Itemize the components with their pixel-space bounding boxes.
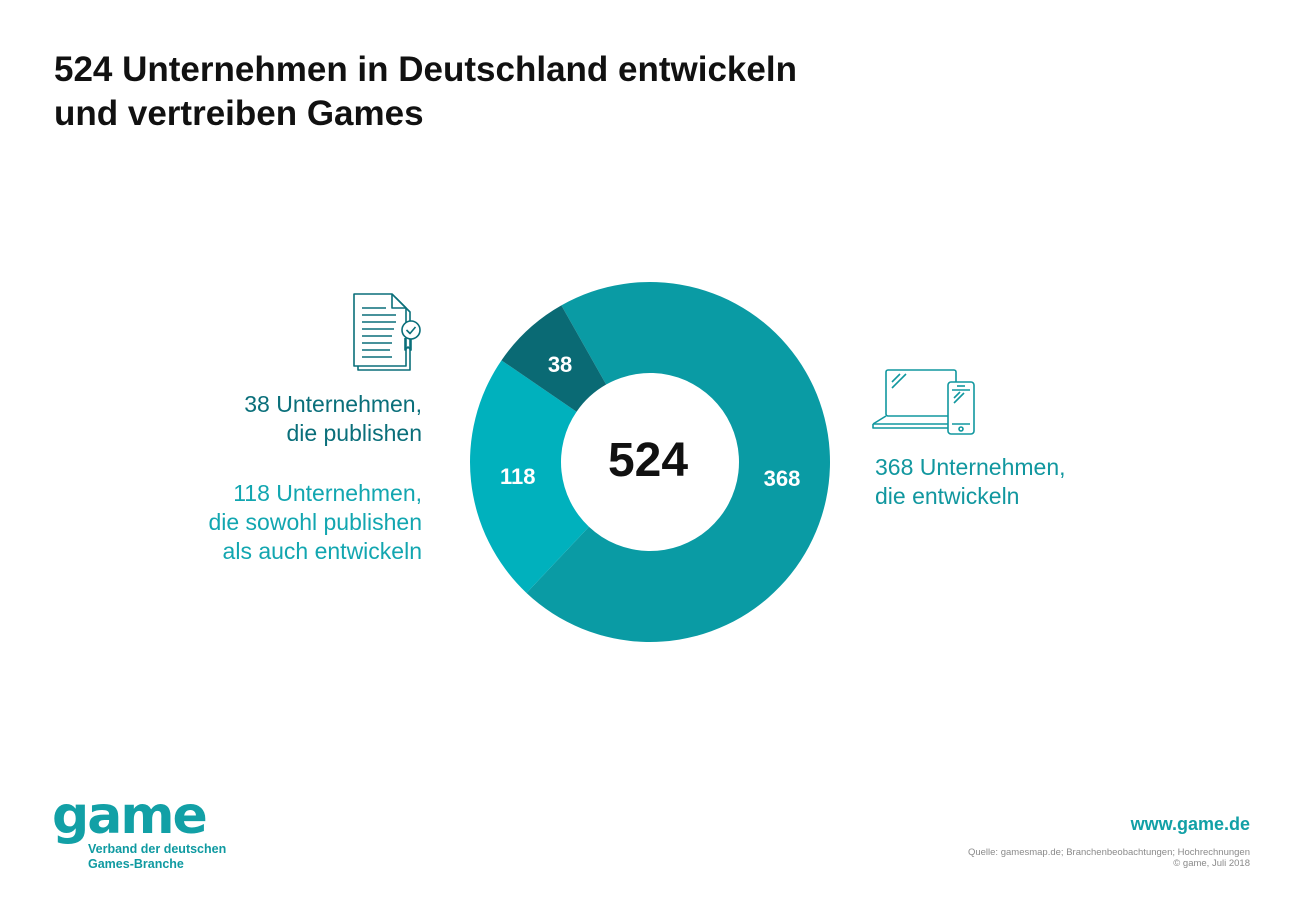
label-both-line-3: als auch entwickeln <box>222 538 422 564</box>
slice-develop-value-label: 368 <box>764 466 801 491</box>
slice-develop <box>526 282 830 642</box>
logo-subtitle-line-2: Games-Branche <box>88 857 184 871</box>
logo-subtitle-line-1: Verband der deutschen <box>88 842 227 856</box>
slice-both <box>470 360 589 593</box>
source-line-1: Quelle: gamesmap.de; Branchenbeobachtung… <box>967 847 1250 858</box>
label-publish-line-1: 38 Unternehmen, <box>244 391 422 417</box>
slice-publish <box>501 305 607 412</box>
label-both-line-1: 118 Unternehmen, <box>233 480 422 506</box>
logo-subtitle: Verband der deutschen Games-Branche <box>88 842 226 872</box>
label-publish: 38 Unternehmen, die publishen <box>244 390 422 448</box>
slice-publish-value-label: 38 <box>548 352 572 377</box>
slice-both-value-label: 118 <box>500 464 536 489</box>
label-publish-line-2: die publishen <box>286 420 422 446</box>
source-line-2: © game, Juli 2018 <box>1173 858 1250 869</box>
title-line-2: und vertreiben Games <box>54 94 424 133</box>
website-link[interactable]: www.game.de <box>1130 814 1250 834</box>
game-logo[interactable]: game Verband der deutschen Games-Branche <box>52 790 226 872</box>
certificate-document-icon <box>352 292 426 377</box>
title-line-1: 524 Unternehmen in Deutschland entwickel… <box>54 50 797 89</box>
page-title: 524 Unternehmen in Deutschland entwickel… <box>54 48 954 136</box>
source-note: Quelle: gamesmap.de; Branchenbeobachtung… <box>968 847 1250 869</box>
laptop-smartphone-icon <box>870 368 980 445</box>
logo-wordmark: game <box>52 786 208 846</box>
label-develop-line-2: die entwickeln <box>875 483 1020 509</box>
center-total-label: 524 <box>608 434 688 487</box>
label-develop-line-1: 368 Unternehmen, <box>875 454 1066 480</box>
label-both: 118 Unternehmen, die sowohl publishen al… <box>208 479 422 566</box>
label-develop: 368 Unternehmen, die entwickeln <box>875 453 1066 511</box>
label-both-line-2: die sowohl publishen <box>208 509 422 535</box>
